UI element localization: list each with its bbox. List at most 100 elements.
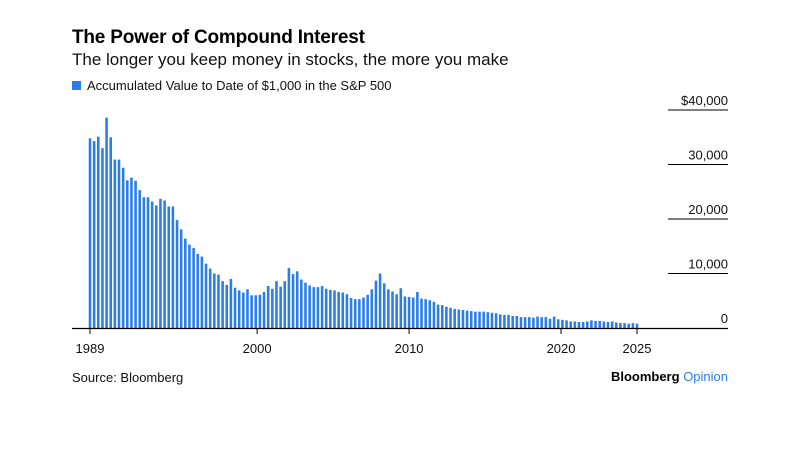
- bar: [577, 322, 581, 328]
- bar: [507, 314, 510, 328]
- bar: [237, 290, 241, 328]
- source-note: Source: Bloomberg: [72, 370, 184, 385]
- bar: [382, 283, 386, 328]
- bar: [254, 295, 258, 328]
- bar: [590, 320, 593, 328]
- bar: [258, 294, 262, 328]
- bar: [573, 321, 577, 328]
- bar: [486, 312, 490, 328]
- bar: [436, 304, 440, 328]
- bar: [171, 206, 175, 328]
- bar: [304, 282, 307, 328]
- bar: [109, 137, 113, 328]
- bar: [184, 238, 187, 328]
- bar: [478, 311, 481, 328]
- bar: [428, 300, 432, 328]
- bar: [544, 317, 548, 328]
- bar: [552, 316, 556, 328]
- bar: [300, 279, 303, 328]
- bar: [92, 141, 96, 328]
- bar: [515, 316, 519, 328]
- bar: [606, 322, 610, 328]
- bar: [291, 274, 295, 328]
- bar: [341, 292, 345, 328]
- bar: [540, 317, 543, 328]
- bar: [581, 322, 585, 328]
- legend-swatch: [72, 81, 81, 90]
- bar: [395, 294, 398, 328]
- bar: [461, 310, 465, 328]
- bar: [242, 292, 245, 328]
- bar: [378, 273, 382, 328]
- bar: [308, 285, 311, 328]
- bar: [275, 281, 278, 328]
- axes: $40,000 30,000 20,000 10,000 0 1989 2000 2010 20…: [72, 93, 728, 356]
- chart-title: The Power of Compound Interest: [72, 27, 365, 48]
- bar: [225, 284, 229, 328]
- bar: [449, 307, 452, 328]
- bar: [97, 136, 100, 328]
- bar: [490, 312, 494, 328]
- bar: [440, 305, 444, 328]
- bar: [387, 289, 390, 328]
- bar: [527, 317, 531, 328]
- bar: [615, 322, 618, 328]
- bar: [610, 321, 614, 328]
- bar: [295, 271, 299, 328]
- bar: [167, 206, 171, 328]
- bar: [432, 301, 436, 328]
- bar: [469, 311, 473, 328]
- bar: [213, 273, 216, 328]
- bar: [374, 280, 378, 328]
- bar: [163, 200, 166, 328]
- bar: [494, 313, 498, 328]
- y-tick-label: $40,000: [681, 93, 728, 108]
- bar: [635, 323, 639, 328]
- bar: [287, 268, 291, 328]
- bar: [403, 296, 407, 328]
- bar: [233, 287, 237, 328]
- x-tick-label: 2010: [395, 341, 424, 356]
- bar: [324, 288, 328, 328]
- bar: [453, 308, 456, 328]
- bar: [312, 287, 316, 329]
- bar: [411, 297, 415, 328]
- bar: [208, 268, 212, 328]
- bar: [598, 320, 601, 328]
- bar: [519, 317, 523, 328]
- legend-label: Accumulated Value to Date of $1,000 in t…: [87, 78, 392, 93]
- bar: [482, 311, 485, 328]
- bar: [320, 286, 324, 328]
- bar: [585, 321, 589, 328]
- bar: [188, 244, 191, 328]
- bar: [366, 294, 369, 328]
- bar: [474, 311, 477, 328]
- bar: [88, 138, 92, 328]
- bar: [159, 198, 162, 328]
- bar: [569, 321, 572, 328]
- bar: [465, 310, 469, 328]
- bar: [565, 320, 568, 328]
- x-tick-label: 2000: [243, 341, 272, 356]
- bar: [391, 291, 394, 328]
- bar: [370, 289, 374, 328]
- bar: [345, 294, 349, 328]
- bar: [594, 320, 597, 328]
- brand-logo: Bloomberg Opinion: [611, 369, 728, 384]
- bar: [138, 190, 142, 328]
- x-tick-label: 2025: [623, 341, 652, 356]
- y-tick-label: 0: [721, 311, 728, 326]
- bar: [146, 197, 150, 328]
- bars: [88, 117, 639, 329]
- bar: [217, 274, 220, 328]
- bar: [445, 306, 448, 328]
- bar: [548, 318, 552, 328]
- bar: [204, 263, 208, 328]
- bar: [627, 323, 630, 328]
- bar: [532, 317, 535, 328]
- bar: [175, 220, 179, 328]
- bar: [179, 229, 183, 328]
- bar: [457, 309, 461, 328]
- bar: [349, 298, 353, 328]
